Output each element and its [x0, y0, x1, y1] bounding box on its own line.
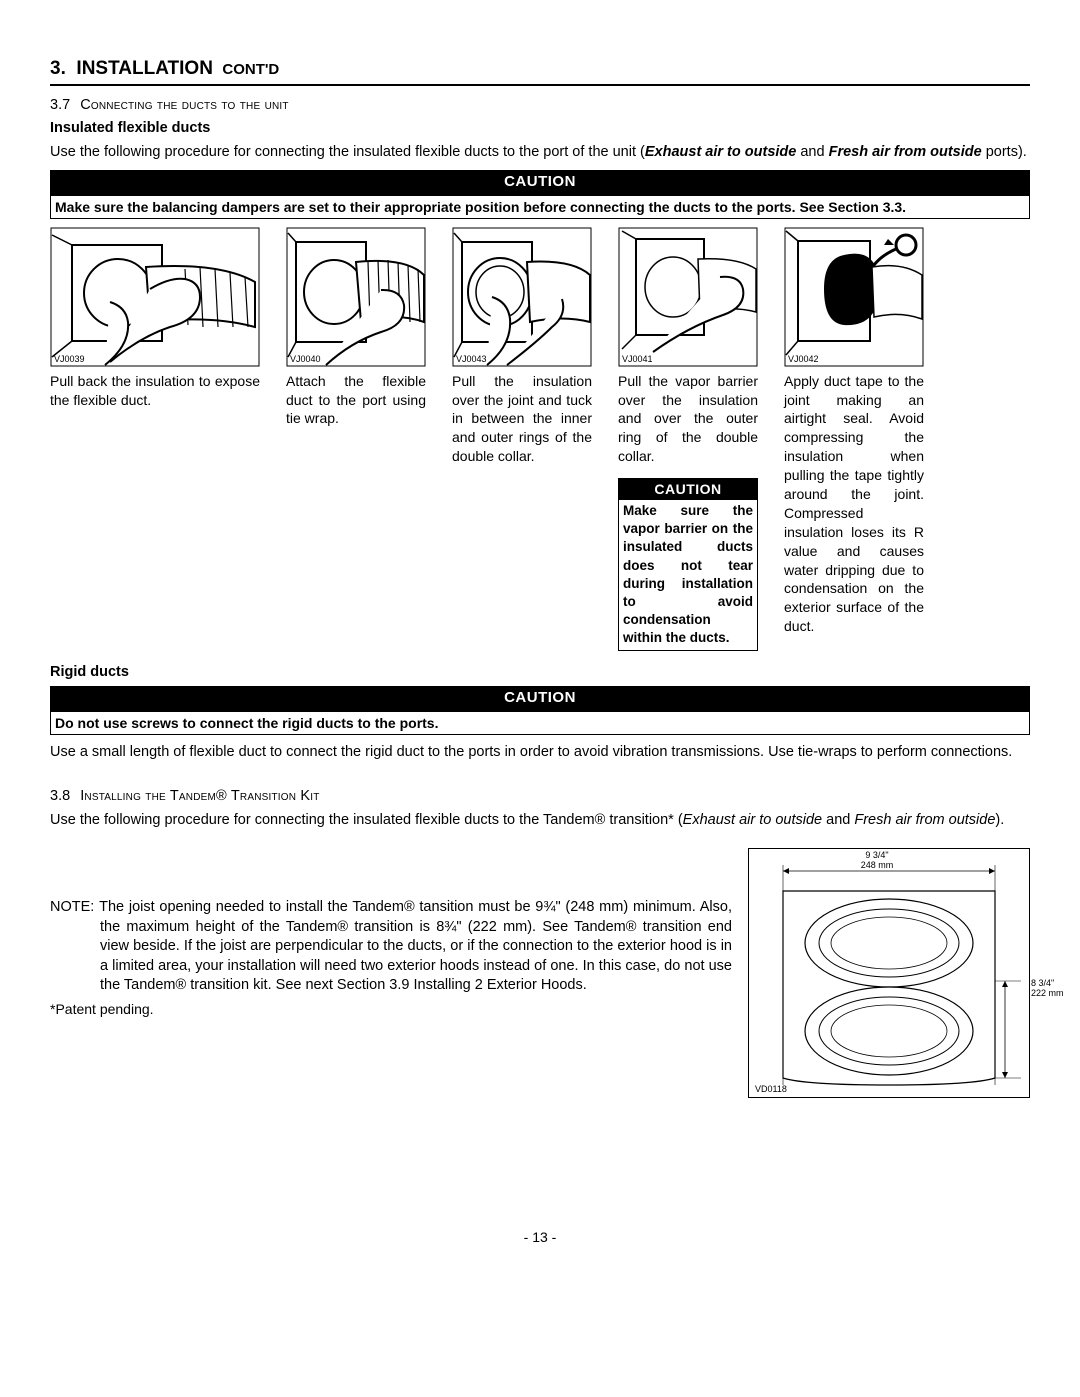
sub-title: Installing the Tandem® Transition Kit: [80, 788, 319, 804]
subsection-3-8: 3.8 Installing the Tandem® Transition Ki…: [50, 787, 1030, 807]
step-text: Apply duct tape to the joint making an a…: [784, 372, 924, 636]
illus-label: VJ0040: [286, 353, 426, 365]
sub-num: 3.7: [50, 96, 70, 116]
caution-label: CAUTION: [619, 479, 757, 500]
height-label: 8 3/4" 222 mm: [1031, 979, 1071, 999]
caution-box-rigid: CAUTION Do not use screws to connect the…: [50, 686, 1030, 735]
intro-3-7: Use the following procedure for connecti…: [50, 143, 1030, 163]
t: Fresh air from outside: [829, 144, 982, 160]
illus-e: [784, 227, 924, 367]
caution-text: Make sure the vapor barrier on the insul…: [619, 500, 757, 650]
step-d: VJ0041 Pull the vapor barrier over the i…: [618, 227, 758, 650]
step-text: Pull back the insulation to expose the f…: [50, 372, 260, 410]
tandem-figure: 9 3/4" 248 mm 8 3/4" 222 mm VD0118: [748, 848, 1030, 1098]
step-e: VJ0042 Apply duct tape to the joint maki…: [784, 227, 924, 650]
step-text: Pull the insulation over the joint and t…: [452, 372, 592, 466]
t: Use the following procedure for connecti…: [50, 144, 645, 160]
illus-c: [452, 227, 592, 367]
t: Exhaust air to outside: [645, 144, 796, 160]
section-heading: 3. INSTALLATION CONT'D: [50, 56, 1030, 86]
t: .: [583, 977, 587, 993]
t: 248 mm: [861, 860, 894, 870]
caution-label: CAUTION: [50, 170, 1030, 194]
caution-text: Do not use screws to connect the rigid d…: [55, 714, 1025, 733]
step-text: Attach the flexible duct to the port usi…: [286, 372, 426, 429]
t: Installing 2 Exterior Hoods: [414, 977, 583, 993]
steps-row: VJ0039 Pull back the insulation to expos…: [50, 227, 1030, 650]
t: ports).: [982, 144, 1027, 160]
fig-code: VD0118: [755, 1083, 787, 1095]
note-text: NOTE: The joist opening needed to instal…: [50, 898, 732, 996]
note-row: NOTE: The joist opening needed to instal…: [50, 848, 1030, 1098]
illus-d: [618, 227, 758, 367]
t: ).: [995, 812, 1004, 828]
intro-3-8: Use the following procedure for connecti…: [50, 811, 1030, 831]
rigid-para: Use a small length of flexible duct to c…: [50, 743, 1030, 763]
step-c: VJ0043 Pull the insulation over the join…: [452, 227, 592, 650]
step-text: Pull the vapor barrier over the insulati…: [618, 372, 758, 466]
heading-number: 3.: [50, 58, 66, 79]
page-number: - 13 -: [50, 1228, 1030, 1247]
step-a: VJ0039 Pull back the insulation to expos…: [50, 227, 260, 650]
heading-title: INSTALLATION: [76, 58, 213, 79]
rigid-title: Rigid ducts: [50, 663, 1030, 683]
sub-title: Connecting the ducts to the unit: [80, 97, 289, 113]
insulated-ducts-title: Insulated flexible ducts: [50, 119, 1030, 139]
heading-contd: CONT'D: [222, 61, 279, 78]
t: Fresh air from outside: [854, 812, 995, 828]
illus-label: VJ0039: [50, 353, 260, 365]
t: and: [822, 812, 854, 828]
t: Exhaust air to outside: [683, 812, 822, 828]
illus-b: [286, 227, 426, 367]
illus-label: VJ0041: [618, 353, 758, 365]
sub-num: 3.8: [50, 787, 70, 807]
caution-text: Make sure the balancing dampers are set …: [55, 198, 1025, 217]
small-caution: CAUTION Make sure the vapor barrier on t…: [618, 478, 758, 651]
t: and: [796, 144, 828, 160]
t: 9 3/4": [865, 850, 888, 860]
width-label: 9 3/4" 248 mm: [749, 851, 1005, 871]
caution-box-1: CAUTION Make sure the balancing dampers …: [50, 170, 1030, 219]
t: 222 mm: [1031, 988, 1064, 998]
caution-label: CAUTION: [50, 686, 1030, 710]
patent-note: *Patent pending.: [50, 1000, 732, 1019]
step-b: VJ0040 Attach the flexible duct to the p…: [286, 227, 426, 650]
t: Use the following procedure for connecti…: [50, 812, 683, 828]
t: 8 3/4": [1031, 978, 1054, 988]
t: NOTE:: [50, 899, 94, 915]
subsection-3-7: 3.7 Connecting the ducts to the unit: [50, 96, 1030, 116]
illus-label: VJ0042: [784, 353, 924, 365]
illus-a: [50, 227, 260, 367]
illus-label: VJ0043: [452, 353, 592, 365]
